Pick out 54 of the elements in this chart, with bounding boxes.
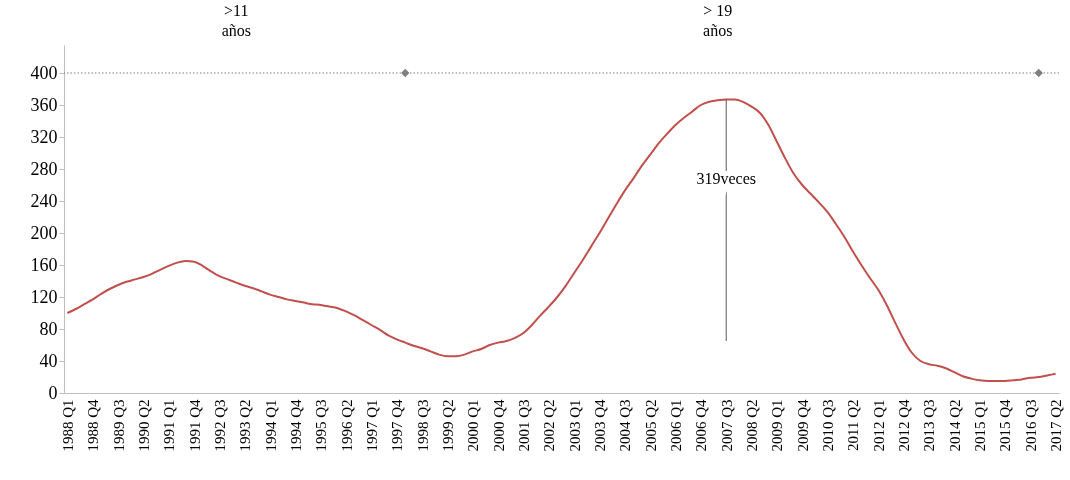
- x-tick-label: 2003 Q4: [592, 399, 609, 452]
- text: > 19 años: [703, 2, 733, 39]
- x-tick-label: 1988 Q4: [85, 399, 102, 452]
- x-tick-label: 2008 Q2: [744, 399, 761, 452]
- x-tick-label: 2005 Q2: [642, 399, 659, 452]
- y-tick-label: 0: [48, 382, 58, 403]
- x-tick-label: 2014 Q2: [946, 399, 963, 452]
- y-tick-label: 240: [30, 190, 58, 211]
- y-tick-label: 320: [30, 126, 58, 147]
- x-tick-label: 2015 Q1: [972, 399, 989, 452]
- x-tick-label: 2009 Q4: [794, 399, 811, 452]
- x-tick-label: 2001 Q3: [515, 399, 532, 452]
- y-tick-label: 120: [30, 286, 58, 307]
- line-series: [66, 98, 1057, 382]
- y-tick-label: 280: [30, 158, 58, 179]
- x-tick-label: 2015 Q4: [997, 399, 1014, 452]
- x-tick-label: 2013 Q3: [921, 399, 938, 452]
- x-tick-label: 2004 Q3: [617, 399, 634, 452]
- x-tick-label: 1993 Q2: [237, 399, 254, 452]
- x-tick-label: 2011 Q2: [845, 399, 862, 452]
- x-tick-label: 1998 Q3: [414, 399, 431, 452]
- y-tick-label: 40: [39, 350, 58, 371]
- x-tick-label: 2012 Q1: [870, 399, 887, 452]
- y-tick-label: 160: [30, 254, 58, 275]
- x-tick-label: 1992 Q3: [211, 399, 228, 452]
- y-tick-label: 200: [30, 222, 58, 243]
- x-tick-label: 1997 Q1: [363, 399, 380, 452]
- x-tick-label: 2006 Q1: [668, 399, 685, 452]
- x-tick-label: 1995 Q3: [313, 399, 330, 452]
- x-tick-label: 2017 Q2: [1048, 399, 1065, 452]
- y-tick-label: 360: [30, 94, 58, 115]
- x-tick-label: 2003 Q1: [566, 399, 583, 452]
- x-tick-label: 1997 Q4: [389, 399, 406, 452]
- x-tick-label: 2010 Q3: [820, 399, 837, 452]
- x-tick-label: 2000 Q4: [490, 399, 507, 452]
- x-tick-label: 2000 Q1: [465, 399, 482, 452]
- text: >11 años: [221, 2, 251, 39]
- y-tick-label: 80: [39, 318, 58, 339]
- x-tick-label: 1991 Q4: [186, 399, 203, 452]
- x-tick-label: 1999 Q2: [439, 399, 456, 452]
- x-tick-label: 1990 Q2: [135, 399, 152, 452]
- x-tick-label: 1996 Q2: [338, 399, 355, 452]
- x-tick-label: 2009 Q1: [769, 399, 786, 452]
- x-tick-label: 2007 Q3: [718, 399, 735, 452]
- x-tick-label: 2006 Q4: [693, 399, 710, 452]
- y-tick-label: 400: [30, 62, 58, 83]
- x-tick-label: 2012 Q4: [896, 399, 913, 452]
- x-tick-label: 1991 Q1: [161, 399, 178, 452]
- x-tick-label: 1988 Q1: [59, 399, 76, 452]
- x-tick-label: 1994 Q4: [287, 399, 304, 452]
- x-tick-label: 2002 Q2: [541, 399, 558, 452]
- x-tick-label: 2016 Q3: [1022, 399, 1039, 452]
- x-tick-label: 1994 Q1: [262, 399, 279, 452]
- x-tick-label: 1989 Q3: [110, 399, 127, 452]
